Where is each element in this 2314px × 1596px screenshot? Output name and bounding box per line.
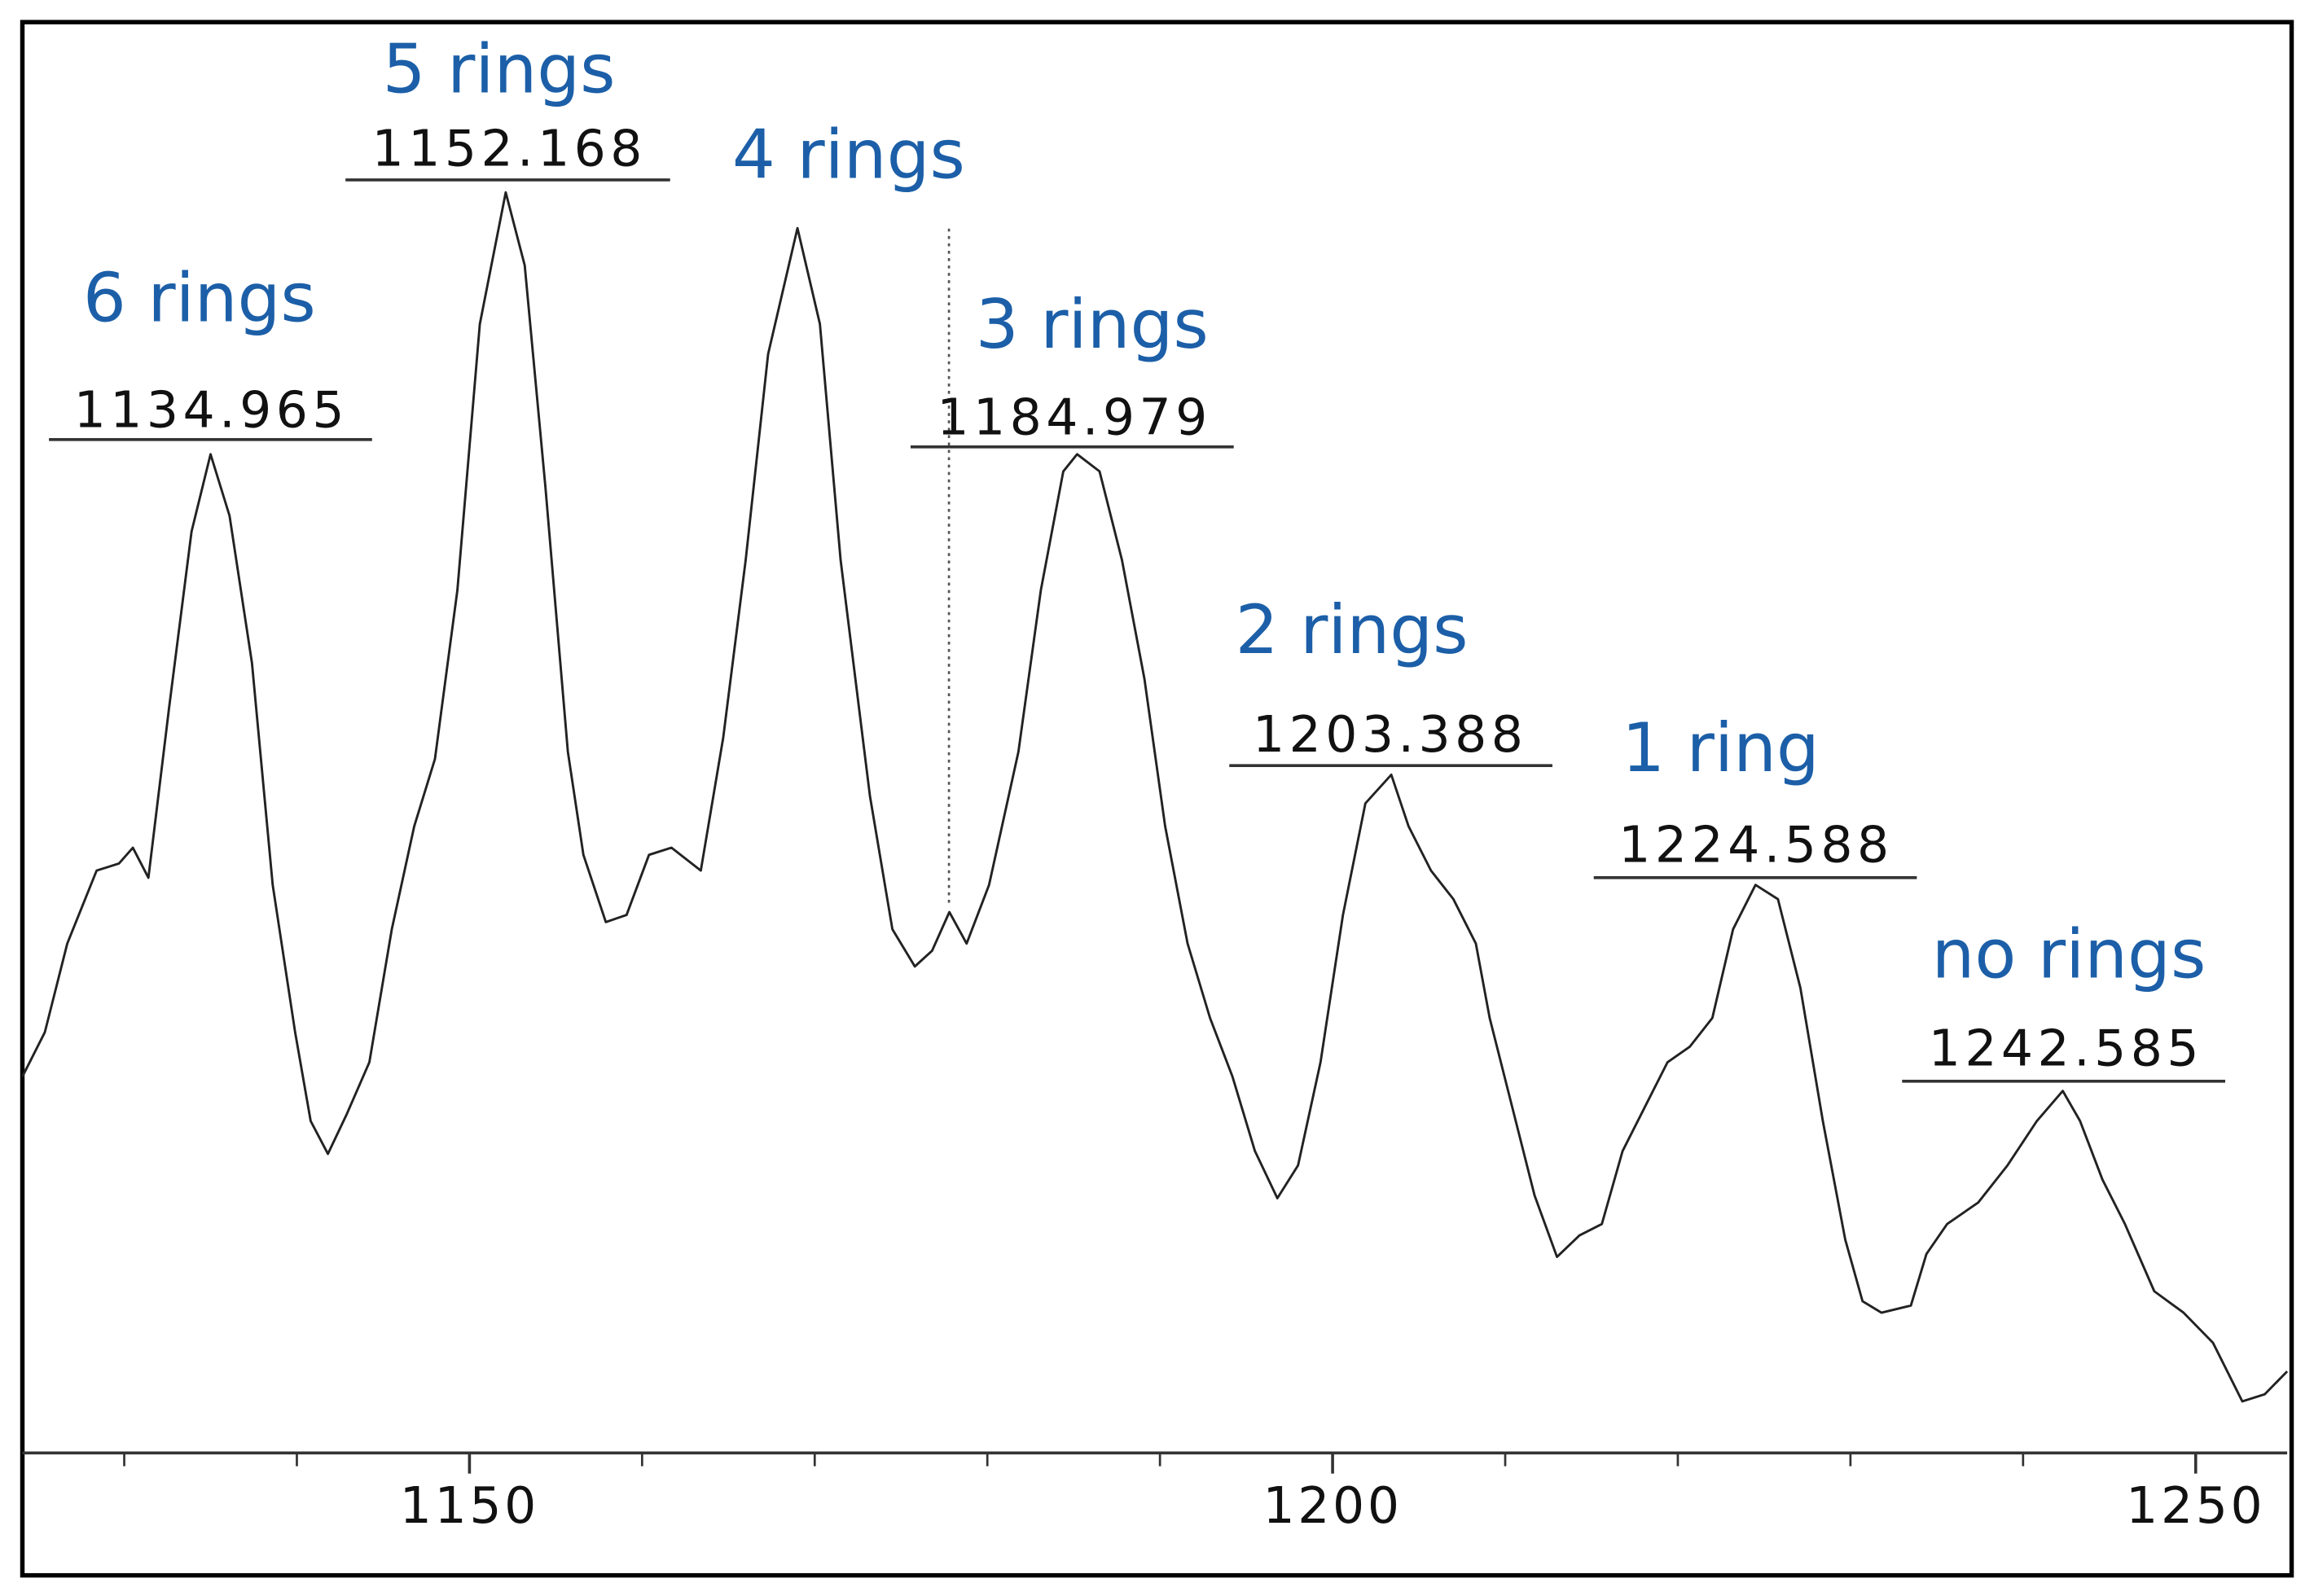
frame — [20, 20, 2294, 1578]
peak-mass-label: 1152.168 — [372, 120, 647, 178]
peak-mass-label: 1242.585 — [1929, 1019, 2203, 1078]
ring-label: no rings — [1932, 914, 2206, 993]
ring-label: 5 rings — [383, 30, 616, 109]
peak-mass-label: 1203.388 — [1253, 705, 1527, 764]
ring-label: 2 rings — [1236, 590, 1469, 669]
x-tick-label: 1200 — [1262, 1476, 1402, 1535]
ring-label: 1 ring — [1622, 708, 1820, 787]
ring-label: 3 rings — [976, 285, 1209, 364]
peak-mass-label: 1224.588 — [1618, 816, 1893, 875]
spectrum-line — [21, 191, 2289, 1403]
x-tick-label: 1150 — [400, 1476, 539, 1535]
ring-label: 4 rings — [732, 116, 965, 195]
peak-mass-label: 1134.965 — [74, 380, 349, 439]
peak-mass-label: 1184.979 — [937, 388, 1211, 446]
ring-label: 6 rings — [83, 258, 316, 337]
x-tick-label: 1250 — [2126, 1476, 2265, 1535]
